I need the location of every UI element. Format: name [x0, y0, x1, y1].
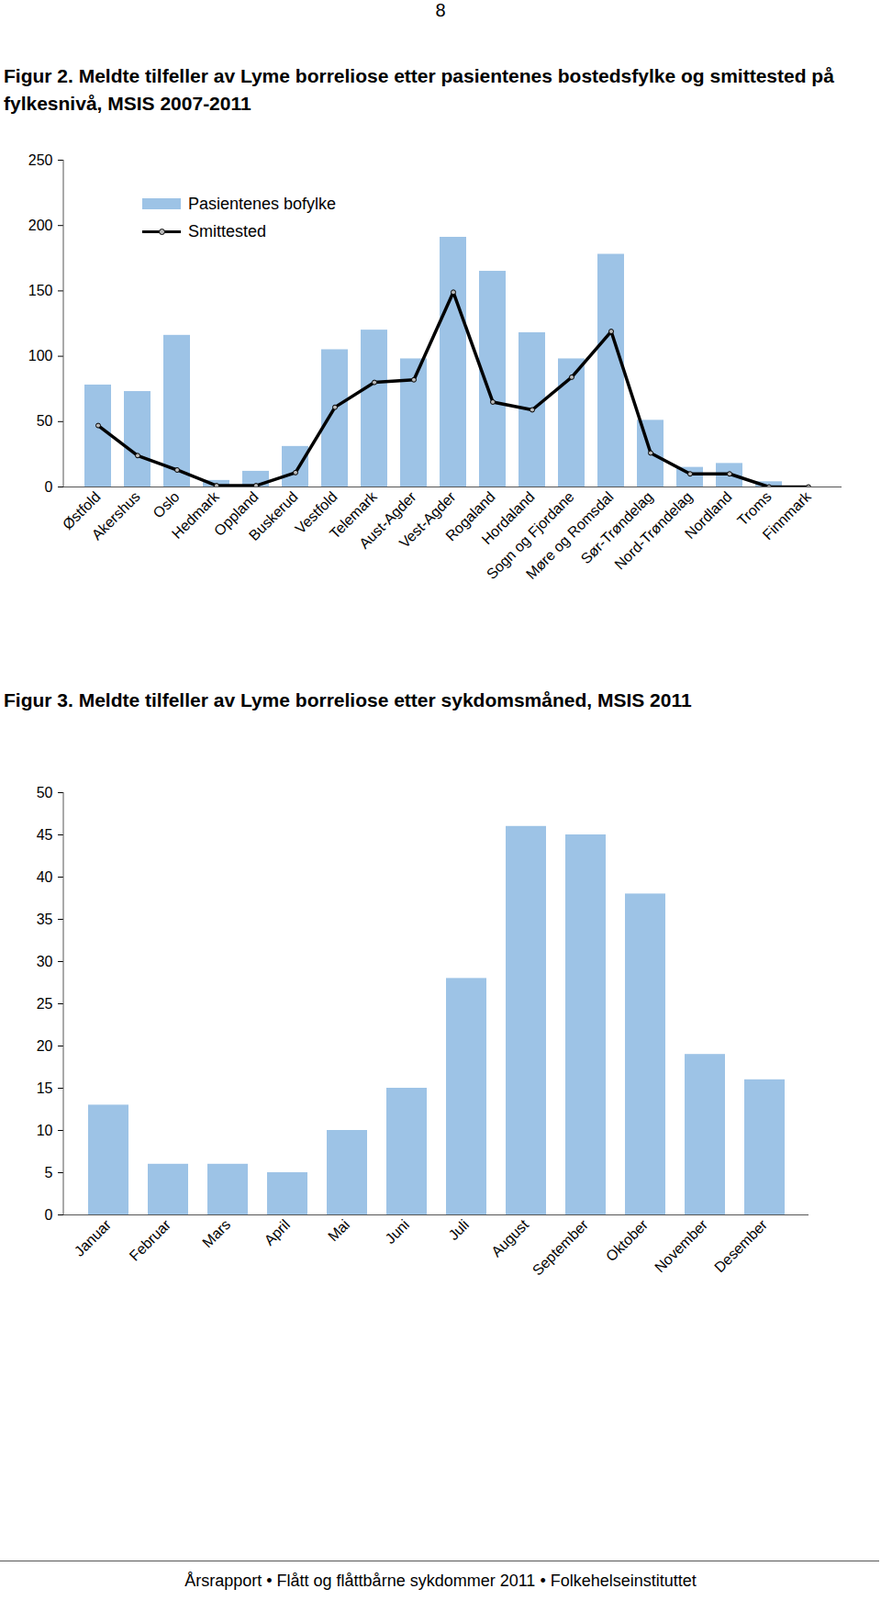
- svg-text:5: 5: [44, 1164, 54, 1181]
- svg-text:Nord-Trøndelag: Nord-Trøndelag: [611, 488, 696, 573]
- svg-text:Finnmark: Finnmark: [759, 488, 815, 544]
- svg-text:40: 40: [36, 869, 54, 885]
- svg-text:45: 45: [36, 826, 54, 843]
- svg-text:Desember: Desember: [711, 1215, 771, 1276]
- svg-text:Telemark: Telemark: [326, 488, 380, 542]
- svg-text:Mars: Mars: [199, 1215, 234, 1250]
- svg-text:Vestfold: Vestfold: [292, 488, 341, 537]
- svg-text:April: April: [261, 1215, 294, 1249]
- svg-text:Oslo: Oslo: [149, 488, 182, 521]
- svg-text:Buskerud: Buskerud: [245, 488, 302, 544]
- svg-text:20: 20: [36, 1037, 54, 1054]
- svg-text:30: 30: [36, 953, 54, 970]
- svg-text:250: 250: [28, 152, 54, 168]
- svg-text:10: 10: [36, 1122, 54, 1138]
- svg-text:September: September: [529, 1215, 592, 1279]
- svg-text:Januar: Januar: [71, 1215, 115, 1260]
- html-text:Smittested: Smittested: [188, 221, 267, 240]
- html-text:Figur 2. Meldte tilfeller av L: Figur 2. Meldte tilfeller av Lyme borrel…: [3, 65, 835, 114]
- svg-text:Oktober: Oktober: [602, 1215, 652, 1265]
- svg-text:0: 0: [44, 1206, 54, 1223]
- svg-text:200: 200: [28, 217, 54, 234]
- svg-text:Hordaland: Hordaland: [478, 488, 538, 548]
- svg-text:Sogn og Fjordane: Sogn og Fjordane: [483, 488, 577, 583]
- svg-text:50: 50: [36, 784, 54, 801]
- svg-text:0: 0: [44, 479, 54, 495]
- svg-text:Østfold: Østfold: [59, 488, 104, 533]
- svg-text:25: 25: [36, 995, 54, 1012]
- svg-text:50: 50: [36, 412, 54, 429]
- svg-text:35: 35: [36, 911, 54, 927]
- svg-text:August: August: [488, 1215, 533, 1261]
- svg-text:Akershus: Akershus: [89, 488, 144, 543]
- svg-text:Aust-Agder: Aust-Agder: [356, 488, 420, 552]
- svg-text:Sør-Trøndelag: Sør-Trøndelag: [577, 488, 656, 567]
- svg-text:Oppland: Oppland: [210, 488, 262, 539]
- svg-text:Juli: Juli: [445, 1215, 472, 1243]
- svg-text:Troms: Troms: [734, 488, 775, 529]
- html-text:Pasientenes bofylke: Pasientenes bofylke: [188, 194, 336, 213]
- svg-text:November: November: [651, 1215, 712, 1276]
- svg-text:Rogaland: Rogaland: [442, 488, 499, 544]
- svg-text:Februar: Februar: [126, 1215, 175, 1264]
- html-text:Figur 3. Meldte tilfeller av L: Figur 3. Meldte tilfeller av Lyme borrel…: [3, 689, 692, 711]
- svg-text:15: 15: [36, 1080, 54, 1096]
- svg-text:Juni: Juni: [381, 1215, 413, 1247]
- svg-text:Hedmark: Hedmark: [168, 488, 224, 543]
- svg-text:Mai: Mai: [324, 1215, 353, 1244]
- svg-text:150: 150: [28, 282, 54, 299]
- svg-text:100: 100: [28, 347, 54, 364]
- html-text:8: 8: [435, 0, 446, 21]
- svg-text:Nordland: Nordland: [681, 488, 736, 542]
- svg-text:Møre og Romsdal: Møre og Romsdal: [522, 488, 617, 583]
- html-text:Årsrapport • Flått og flåttbår: Årsrapport • Flått og flåttbårne sykdomm…: [184, 1571, 697, 1590]
- svg-text:Vest-Agder: Vest-Agder: [396, 488, 459, 551]
